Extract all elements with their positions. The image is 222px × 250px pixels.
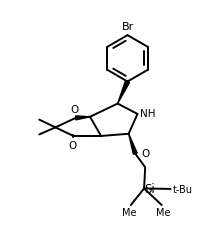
Text: t-Bu: t-Bu: [172, 184, 192, 194]
Text: Me: Me: [156, 207, 171, 217]
Text: Si: Si: [145, 182, 155, 195]
Text: O: O: [141, 149, 149, 158]
Polygon shape: [118, 81, 130, 104]
Text: NH: NH: [140, 109, 156, 119]
Text: Me: Me: [122, 207, 136, 217]
Polygon shape: [129, 134, 137, 155]
Polygon shape: [75, 116, 90, 120]
Text: O: O: [68, 140, 77, 150]
Text: Br: Br: [121, 22, 134, 32]
Text: O: O: [70, 104, 79, 115]
